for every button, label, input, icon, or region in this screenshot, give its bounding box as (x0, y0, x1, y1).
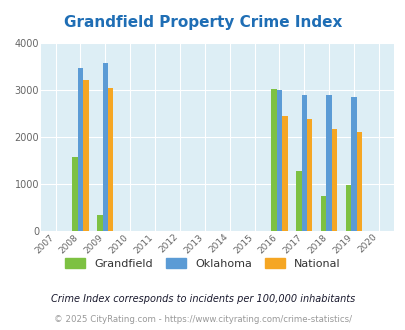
Text: Grandfield Property Crime Index: Grandfield Property Crime Index (64, 15, 341, 30)
Bar (350, 96, 356, 231)
Bar (306, 119, 312, 231)
Bar (301, 95, 306, 231)
Bar (326, 95, 331, 231)
Bar (102, 63, 108, 231)
Bar (295, 171, 301, 231)
Text: © 2025 CityRating.com - https://www.cityrating.com/crime-statistics/: © 2025 CityRating.com - https://www.city… (54, 315, 351, 324)
Bar (72, 157, 77, 231)
Bar (77, 68, 83, 231)
Bar (97, 214, 102, 231)
Text: Crime Index corresponds to incidents per 100,000 inhabitants: Crime Index corresponds to incidents per… (51, 294, 354, 304)
Bar (320, 196, 326, 231)
Bar (83, 80, 88, 231)
Bar (356, 132, 361, 231)
Bar (345, 185, 350, 231)
Bar (276, 90, 281, 231)
Bar (271, 88, 276, 231)
Legend: Grandfield, Oklahoma, National: Grandfield, Oklahoma, National (61, 254, 344, 273)
Bar (331, 129, 337, 231)
Bar (281, 116, 287, 231)
Bar (108, 88, 113, 231)
